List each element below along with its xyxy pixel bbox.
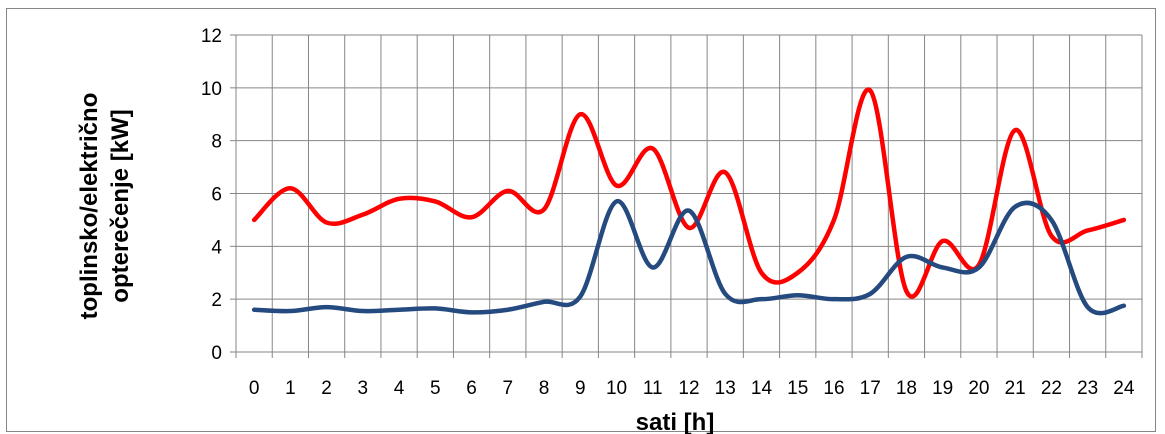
x-tick-label: 13 (715, 378, 736, 399)
x-tick-label: 10 (606, 378, 627, 399)
x-tick-label: 11 (643, 378, 663, 399)
axes (230, 34, 1143, 358)
y-tick-labels: 0 2 4 6 8 10 12 (201, 26, 223, 364)
series-line-1 (251, 87, 1127, 299)
x-tick-label: 12 (678, 378, 699, 399)
x-axis-title: sati [h] (636, 409, 715, 434)
y-tick-label: 12 (201, 26, 222, 47)
x-tick-label: 1 (285, 378, 296, 399)
x-tick-label: 17 (860, 378, 881, 399)
y-axis-title-line-1: toplinsko/električno (76, 93, 103, 320)
x-tick-labels: 0 1 2 3 4 5 6 7 8 9 10 11 12 13 14 15 16 17 18 19 20 21 22 23 24 (249, 378, 1135, 399)
y-tick-label: 4 (211, 237, 222, 258)
x-tick-label: 22 (1041, 378, 1062, 399)
y-tick-label: 8 (211, 132, 222, 153)
y-tick-label: 6 (211, 185, 222, 206)
x-tick-label: 20 (968, 378, 989, 399)
y-tick-label: 0 (211, 343, 222, 364)
x-tick-label: 6 (466, 378, 477, 399)
x-tick-label: 0 (249, 378, 260, 399)
series-lines (251, 87, 1127, 316)
x-tick-label: 24 (1113, 378, 1135, 399)
x-tick-label: 21 (1005, 378, 1026, 399)
x-tick-label: 16 (823, 378, 844, 399)
x-tick-label: 7 (503, 378, 514, 399)
x-tick-label: 4 (394, 378, 405, 399)
y-axis-title-line-2: opterečenje [kW] (107, 109, 134, 302)
y-tick-label: 2 (211, 290, 222, 311)
x-tick-label: 3 (358, 378, 369, 399)
y-tick-label: 10 (201, 79, 222, 100)
x-tick-label: 19 (932, 378, 953, 399)
chart-frame (6, 8, 1156, 432)
x-tick-label: 14 (751, 378, 773, 399)
x-tick-label: 8 (539, 378, 550, 399)
x-tick-label: 9 (575, 378, 586, 399)
x-tick-label: 5 (430, 378, 441, 399)
x-tick-label: 15 (787, 378, 808, 399)
x-tick-label: 2 (321, 378, 332, 399)
x-tick-label: 18 (896, 378, 917, 399)
grid-lines (235, 34, 1143, 352)
series-line-2 (251, 199, 1127, 316)
x-tick-label: 23 (1077, 378, 1098, 399)
